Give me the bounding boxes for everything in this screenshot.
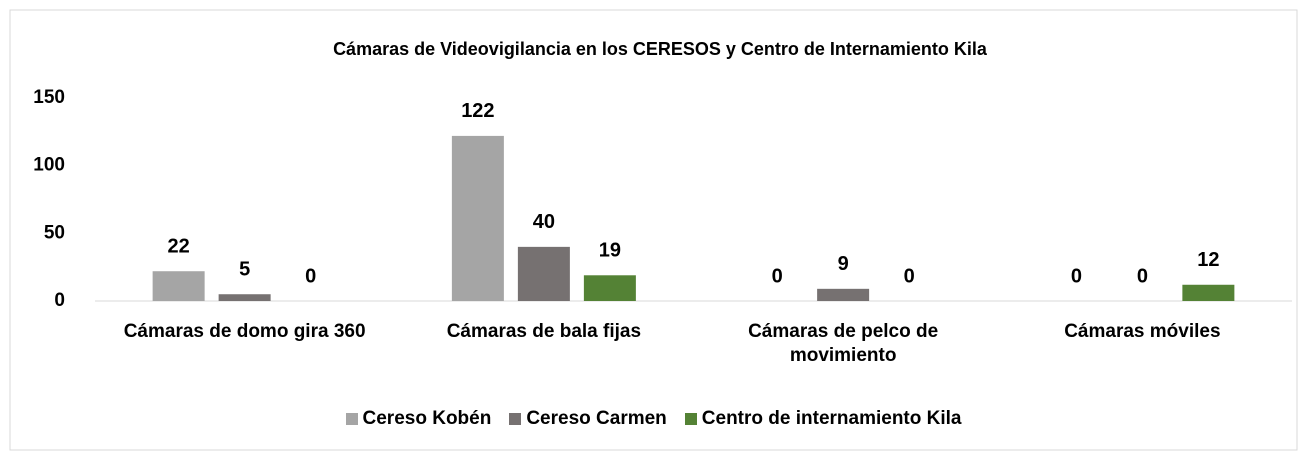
data-label: 22 bbox=[168, 236, 190, 258]
legend-label: Cereso Carmen bbox=[526, 408, 667, 429]
chart-title: Cámaras de Videovigilancia en los CERESO… bbox=[333, 39, 988, 59]
data-label: 12 bbox=[1197, 249, 1219, 271]
data-label: 0 bbox=[1137, 265, 1148, 287]
y-tick-label: 150 bbox=[33, 87, 65, 108]
y-tick-label: 0 bbox=[54, 290, 65, 311]
y-tick-label: 50 bbox=[44, 222, 65, 243]
legend-item: Cereso Carmen bbox=[509, 408, 667, 430]
legend: Cereso Kobén Cereso Carmen Centro de inter… bbox=[0, 408, 1307, 430]
x-tick-label: Cámaras de bala fijas bbox=[446, 321, 642, 342]
x-tick-label: Cámaras de pelco de movimiento bbox=[748, 321, 939, 366]
legend-swatch bbox=[684, 413, 697, 425]
bar bbox=[152, 271, 205, 301]
legend-label: Centro de internamiento Kila bbox=[701, 408, 962, 429]
legend-item: Cereso Kobén bbox=[345, 408, 492, 430]
bar bbox=[1182, 284, 1235, 301]
data-label: 0 bbox=[1071, 265, 1082, 287]
legend-item: Centro de internamiento Kila bbox=[684, 408, 962, 430]
legend-label: Cereso Kobén bbox=[362, 408, 492, 429]
legend-swatch bbox=[509, 413, 522, 425]
data-label: 9 bbox=[838, 253, 849, 275]
bar bbox=[583, 275, 636, 301]
data-label: 0 bbox=[904, 265, 915, 287]
bar bbox=[451, 135, 504, 301]
bar bbox=[517, 246, 570, 301]
data-label: 0 bbox=[305, 265, 316, 287]
x-tick-label: Cámaras móviles bbox=[1064, 321, 1221, 342]
bar bbox=[218, 294, 271, 301]
y-tick-label: 100 bbox=[33, 155, 65, 176]
data-label: 5 bbox=[239, 259, 250, 281]
legend-swatch bbox=[345, 413, 358, 425]
data-label: 122 bbox=[461, 100, 494, 122]
data-label: 19 bbox=[599, 240, 621, 262]
x-tick-label: Cámaras de domo gira 360 bbox=[123, 321, 366, 342]
data-label: 0 bbox=[772, 265, 783, 287]
bar bbox=[817, 288, 870, 301]
chart-frame bbox=[9, 9, 1298, 451]
data-label: 40 bbox=[533, 211, 555, 233]
